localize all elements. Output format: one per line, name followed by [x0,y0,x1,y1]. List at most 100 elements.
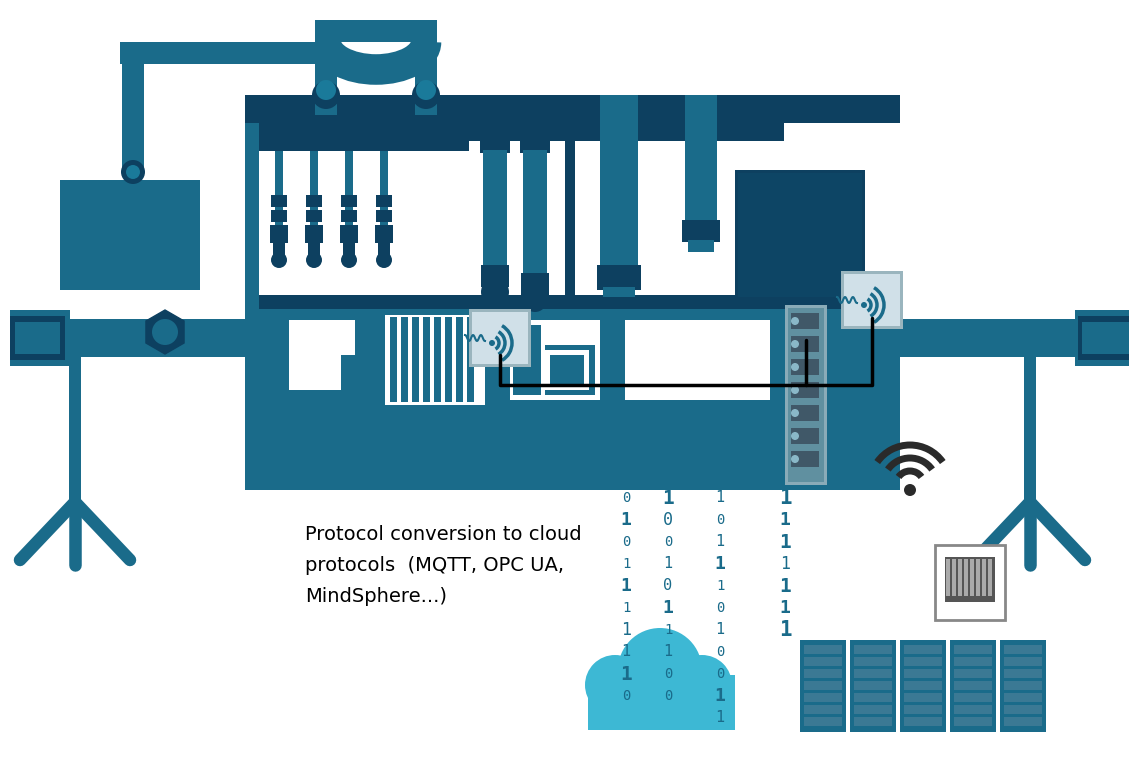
Bar [1004,681,1042,690]
Bar [804,717,842,726]
Bar [603,287,634,297]
Bar [904,657,942,666]
Bar [804,645,842,654]
Bar [510,320,599,400]
Bar [682,220,720,242]
Bar [954,693,992,702]
Bar [1004,681,1042,690]
Circle shape [646,661,714,729]
Bar [791,382,819,398]
Bar [738,173,863,297]
Bar [1004,717,1042,726]
Bar [959,559,962,596]
Bar [904,705,942,714]
Bar [791,359,819,375]
Text: 1: 1 [715,687,726,705]
Text: 0: 0 [622,689,630,703]
Circle shape [791,363,799,371]
Circle shape [306,252,322,268]
Bar [735,170,865,300]
Bar [804,669,842,678]
Bar [1004,669,1042,678]
Circle shape [791,317,799,325]
Circle shape [316,80,336,100]
Bar [1004,645,1042,654]
Bar [854,705,892,714]
Bar [854,693,892,702]
Bar [804,717,842,726]
Bar [120,42,315,64]
Text: 1: 1 [779,599,790,617]
Bar [310,151,318,251]
Bar [785,305,828,485]
Bar [308,243,320,258]
Bar [954,717,992,726]
Bar [434,317,441,402]
Bar [259,295,900,309]
Circle shape [341,252,357,268]
Circle shape [523,288,546,312]
Bar [904,693,942,702]
Bar [341,210,357,222]
Text: 1: 1 [664,557,673,571]
Bar [15,322,60,354]
Bar [788,308,824,482]
Circle shape [312,81,340,109]
Bar [685,95,717,225]
Circle shape [791,340,799,348]
Circle shape [412,81,440,109]
Bar [954,669,992,678]
Bar [259,123,784,141]
Bar [904,669,942,678]
Bar [625,320,704,400]
Bar [1004,657,1042,666]
Bar [341,355,355,400]
Bar [804,681,842,690]
Bar [850,640,896,732]
Text: 0: 0 [622,491,630,505]
Bar [900,640,946,732]
Circle shape [791,386,799,394]
Bar [1004,693,1042,702]
Circle shape [481,278,509,306]
Bar [791,405,819,421]
Circle shape [415,80,436,100]
Text: 1: 1 [664,644,673,659]
Bar [390,317,397,402]
Bar [791,428,819,444]
Bar [900,319,1129,357]
Bar [472,312,528,364]
Bar [804,645,842,654]
Bar [122,42,145,172]
Bar [340,225,358,243]
Bar [904,705,942,714]
Bar [841,271,903,329]
Bar [791,451,819,467]
Bar [904,693,942,702]
Circle shape [152,319,178,345]
Bar [545,350,589,390]
Bar [688,240,714,252]
Circle shape [585,655,645,715]
Bar [982,559,986,596]
Bar [378,243,390,258]
Text: 1: 1 [779,511,790,529]
Bar [315,20,336,115]
Bar [423,317,430,402]
Text: 0: 0 [716,513,724,527]
Bar [975,559,980,596]
Circle shape [606,661,674,729]
Bar [376,195,392,207]
Bar [804,705,842,714]
Bar [523,150,546,280]
Text: 0: 0 [664,667,672,681]
Text: 1: 1 [716,490,725,505]
Bar [513,325,541,395]
Bar [954,717,992,726]
Bar [844,274,900,326]
Bar [904,681,942,690]
Bar [949,640,996,732]
Bar [1004,705,1042,714]
Bar [520,123,550,153]
Text: 1: 1 [716,534,725,550]
